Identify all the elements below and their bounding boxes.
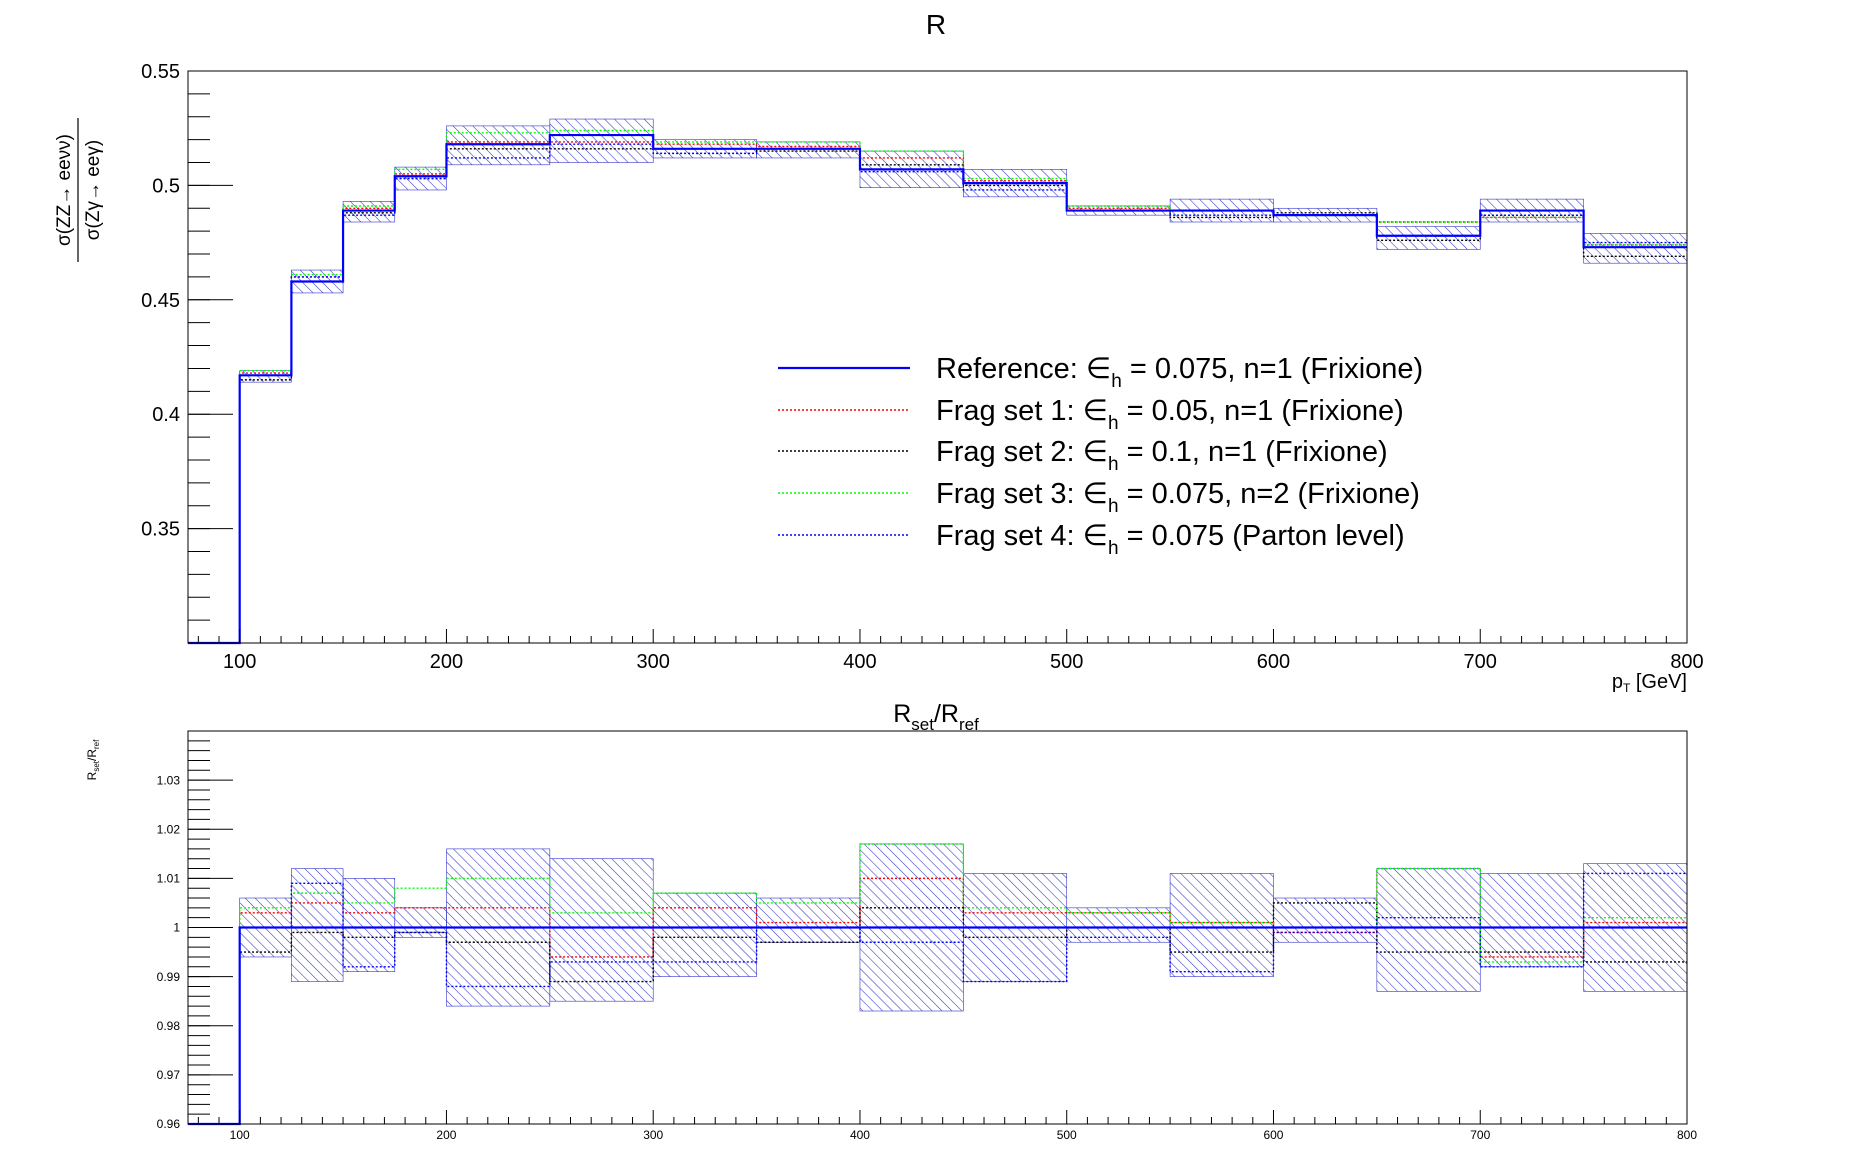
- top-panel: R 100 200 300 400 500 600 700 800 0.35 0.4 0.45 0.5…: [54, 9, 1704, 695]
- top-xtick-label-500: 500: [1050, 651, 1083, 673]
- top-ytick-label-4: 0.55: [141, 61, 180, 83]
- top-ylabel-denominator: σ(Zγ→ eeγ): [83, 140, 104, 240]
- top-x-axis-label: pT [GeV]: [1612, 671, 1687, 695]
- legend-entry-frag-set-1: Frag set 1: ∈h = 0.05, n=1 (Frixione): [778, 395, 1404, 434]
- top-xlabel-sub: T: [1623, 681, 1631, 695]
- bottom-chart-title: Rset/Rref: [893, 700, 979, 734]
- top-series-reference: [188, 133, 1687, 645]
- top-series-frag-set-3: [188, 129, 1687, 644]
- top-series-frag-set-1: [188, 141, 1687, 644]
- legend-label-frag-set-3: Frag set 3: ∈h = 0.075, n=2 (Frixione): [936, 478, 1420, 517]
- legend: Reference: ∈h = 0.075, n=1 (Frixione) Fr…: [778, 353, 1423, 559]
- bot-ytick-label-7: 1.03: [157, 773, 181, 787]
- top-series-group: [188, 129, 1687, 645]
- top-chart-title: R: [926, 9, 946, 40]
- bot-xtick-label-700: 700: [1470, 1128, 1490, 1142]
- top-band-bin-3: [342, 201, 396, 223]
- legend-label-reference: Reference: ∈h = 0.075, n=1 (Frixione): [936, 353, 1423, 392]
- top-band-bin-16: [1583, 233, 1688, 264]
- svg-text:Rset/Rref: Rset/Rref: [85, 739, 101, 780]
- bot-ytick-label-1: 0.97: [157, 1068, 181, 1082]
- top-xtick-label-700: 700: [1464, 651, 1497, 673]
- bot-series-reference: [188, 926, 1687, 1126]
- bot-ytick-label-2: 0.98: [157, 1019, 181, 1033]
- bot-band-bin-14: [1376, 868, 1481, 992]
- bot-xtick-label-100: 100: [230, 1128, 250, 1142]
- bot-band-bin-6: [549, 858, 654, 1002]
- legend-entry-frag-set-4: Frag set 4: ∈h = 0.075 (Parton level): [778, 520, 1405, 559]
- legend-label-frag-set-1: Frag set 1: ∈h = 0.05, n=1 (Frixione): [936, 395, 1404, 434]
- top-ylabel-numerator: σ(ZZ→ eeνν): [54, 134, 75, 246]
- legend-label-frag-set-2: Frag set 2: ∈h = 0.1, n=1 (Frixione): [936, 436, 1388, 475]
- bot-xtick-label-200: 200: [436, 1128, 456, 1142]
- bottom-panel: Rset/Rref 100 200 300 400 500 600 700 800 0.96 0.…: [85, 700, 1697, 1154]
- top-xtick-label-400: 400: [843, 651, 876, 673]
- bottom-series-group: [188, 843, 1687, 1126]
- bot-ytick-label-4: 1: [173, 921, 180, 935]
- bot-xtick-label-300: 300: [643, 1128, 663, 1142]
- top-xtick-label-600: 600: [1257, 651, 1290, 673]
- bot-xtick-label-600: 600: [1263, 1128, 1283, 1142]
- bottom-y-axis-label: Rset/Rref: [85, 739, 101, 780]
- bot-band-bin-2: [291, 868, 344, 982]
- bot-band-bin-15: [1479, 873, 1584, 968]
- bot-ytick-label-6: 1.02: [157, 822, 181, 836]
- legend-entry-frag-set-3: Frag set 3: ∈h = 0.075, n=2 (Frixione): [778, 478, 1420, 517]
- top-band-bin-8: [756, 141, 861, 159]
- legend-entry-reference: Reference: ∈h = 0.075, n=1 (Frixione): [778, 353, 1423, 392]
- top-band-bin-5: [446, 125, 551, 166]
- bot-band-bin-3: [342, 878, 396, 973]
- top-band-bin-6: [549, 118, 654, 163]
- top-y-axis-label: σ(ZZ→ eeνν) σ(Zγ→ eeγ): [54, 118, 104, 262]
- bot-xtick-label-500: 500: [1057, 1128, 1077, 1142]
- top-plot-frame: [187, 70, 1688, 644]
- legend-entry-frag-set-2: Frag set 2: ∈h = 0.1, n=1 (Frixione): [778, 436, 1388, 475]
- top-xtick-label-200: 200: [430, 651, 463, 673]
- legend-label-frag-set-4: Frag set 4: ∈h = 0.075 (Parton level): [936, 520, 1405, 559]
- top-xlabel-unit: [GeV]: [1630, 671, 1687, 693]
- top-xtick-label-100: 100: [223, 651, 256, 673]
- top-ytick-label-1: 0.4: [152, 404, 180, 426]
- bottom-axis-ticks: 100 200 300 400 500 600 700 800 0.96 0.97 0.98 0.99…: [157, 730, 1697, 1142]
- top-ytick-label-2: 0.45: [141, 290, 180, 312]
- bot-ytick-label-0: 0.96: [157, 1117, 181, 1131]
- bot-band-bin-13: [1273, 897, 1378, 943]
- bot-series-frag-set-3: [188, 843, 1687, 1125]
- top-band-bin-14: [1376, 226, 1481, 250]
- bot-band-bin-7: [652, 892, 757, 977]
- top-series-frag-set-4: [188, 143, 1687, 644]
- bottom-x-axis-label: pT: [1675, 1145, 1687, 1149]
- top-xtick-label-800: 800: [1670, 651, 1703, 673]
- bot-xtick-label-400: 400: [850, 1128, 870, 1142]
- bot-ytick-label-5: 1.01: [157, 872, 181, 886]
- top-xtick-label-300: 300: [637, 651, 670, 673]
- top-ytick-label-0: 0.35: [141, 519, 180, 541]
- top-xlabel-main: p: [1612, 671, 1623, 693]
- top-axis-ticks: 100 200 300 400 500 600 700 800 0.35 0.4 0.45 0.5 0.…: [141, 61, 1704, 673]
- bot-xtick-label-800: 800: [1677, 1128, 1697, 1142]
- bot-band-bin-12: [1169, 873, 1274, 977]
- top-ytick-label-3: 0.5: [152, 175, 180, 197]
- bot-ytick-label-3: 0.99: [157, 970, 181, 984]
- bot-band-bin-8: [756, 897, 861, 943]
